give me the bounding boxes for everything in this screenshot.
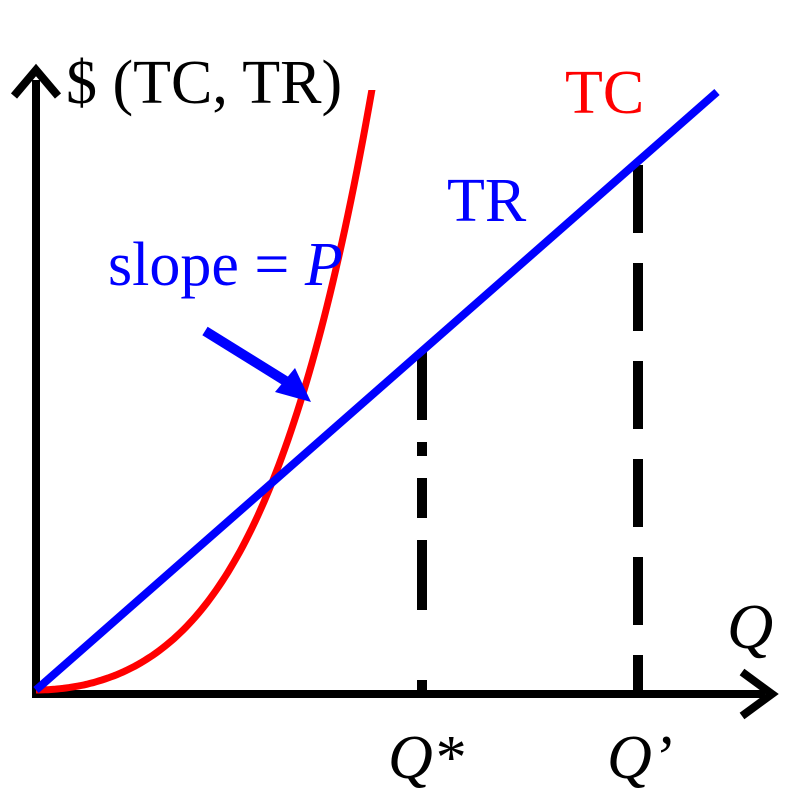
x-axis-arrowhead: [739, 668, 779, 720]
q-prime-tick-label: Q’: [607, 724, 672, 792]
x-axis-label: Q: [727, 591, 773, 662]
slope-annotation-variable: P: [304, 231, 343, 299]
slope-annotation-text: slope =: [108, 231, 305, 299]
tr-line: [33, 88, 720, 694]
tc-label: TC: [565, 59, 644, 127]
slope-annotation: slope = P: [108, 231, 343, 299]
y-axis-arrowhead: [10, 63, 62, 99]
slope-arrow-shaft: [202, 326, 295, 390]
y-axis-label: $ (TC, TR): [66, 49, 342, 117]
slope-arrow-head: [275, 368, 311, 402]
tr-label: TR: [447, 167, 527, 235]
tc-curve: [36, 90, 376, 694]
q-star-tick-label: Q*: [388, 724, 464, 792]
